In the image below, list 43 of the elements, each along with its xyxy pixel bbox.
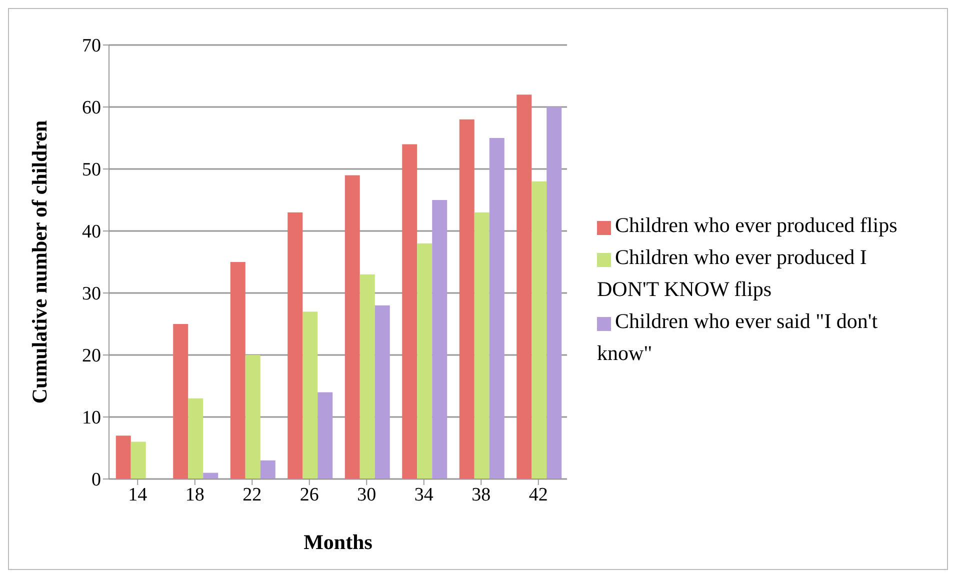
x-tick-label: 38 [472, 484, 491, 506]
y-tick-label: 0 [92, 470, 101, 491]
bar [188, 398, 204, 479]
y-tick-label: 70 [82, 36, 101, 57]
bar [288, 212, 303, 479]
bar [344, 175, 360, 479]
y-tick-label: 20 [82, 346, 101, 367]
legend-label: Children who ever produced flips [615, 213, 898, 237]
legend-label: Children who ever said "I don't know" [597, 309, 878, 365]
bar [417, 243, 432, 479]
bar [116, 436, 131, 479]
x-tick-label: 30 [357, 484, 376, 506]
bar [260, 460, 276, 479]
bar [474, 212, 490, 479]
y-tick-label: 40 [82, 222, 101, 243]
bar [173, 324, 188, 479]
x-tick-label: 14 [128, 484, 148, 506]
x-tick-label: 42 [528, 484, 548, 506]
bar [360, 274, 375, 479]
bar [230, 262, 246, 479]
bar [318, 392, 333, 479]
bar [532, 181, 547, 479]
x-tick-label: 18 [185, 484, 204, 506]
bar [245, 355, 260, 479]
bar [432, 200, 448, 479]
y-tick-label: 30 [82, 284, 101, 305]
bar [302, 312, 318, 479]
x-tick-label: 34 [414, 484, 434, 506]
y-tick-label: 60 [82, 98, 101, 119]
x-tick-label: 22 [242, 484, 262, 506]
x-tick-label: 26 [300, 484, 319, 506]
legend-label: Children who ever produced I DON'T KNOW flips [597, 245, 867, 301]
y-axis-title: Cumulative number of children [27, 120, 52, 404]
bar [459, 119, 474, 479]
bar [374, 305, 390, 479]
y-tick-label: 10 [82, 408, 101, 429]
y-tick-label: 50 [82, 160, 101, 181]
bar [489, 138, 504, 479]
bar [516, 94, 532, 479]
bar [546, 107, 562, 479]
x-axis-title: Months [304, 530, 372, 554]
bar [130, 442, 146, 479]
bar [402, 144, 418, 479]
